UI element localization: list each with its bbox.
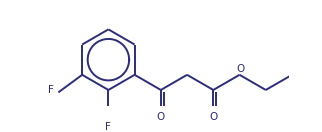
Text: O: O	[157, 112, 165, 122]
Text: F: F	[106, 122, 111, 132]
Text: O: O	[209, 112, 217, 122]
Text: F: F	[49, 85, 54, 95]
Text: O: O	[236, 64, 244, 74]
